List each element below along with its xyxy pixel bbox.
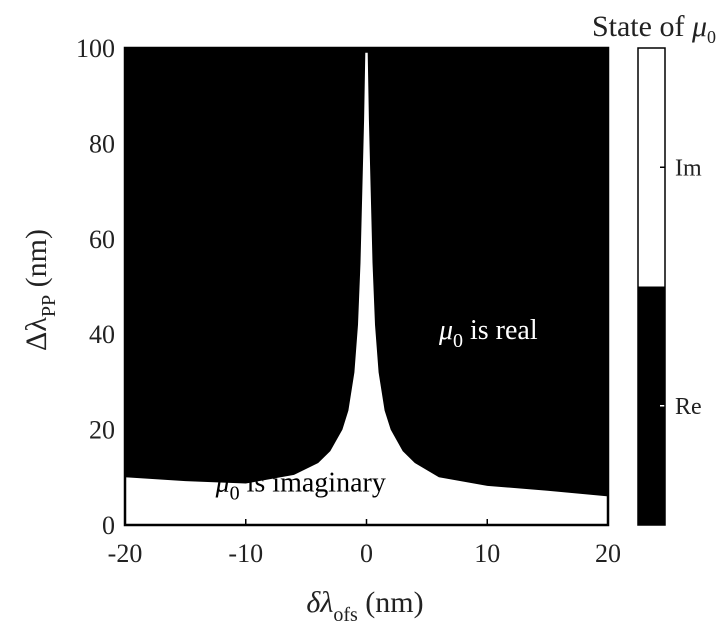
y-tick-label: 60 (89, 225, 115, 254)
y-axis-label: ΔλPP (nm) (20, 229, 60, 351)
y-tick-label: 100 (76, 34, 115, 63)
colorbar: Im Re (637, 47, 702, 526)
region-label-re: μ0 is real (438, 315, 538, 352)
y-tick-label: 40 (89, 320, 115, 349)
colorbar-label-re: Re (675, 394, 702, 420)
y-tick-label: 0 (102, 511, 115, 540)
plot-area (123, 46, 610, 527)
x-axis-label: δλofs (nm) (306, 586, 423, 625)
x-tick-label: -20 (108, 539, 143, 568)
colorbar-title: State of μ0 (592, 10, 716, 47)
colorbar-frame (637, 47, 666, 526)
x-tick-label: 0 (360, 539, 373, 568)
x-axis: -20 -10 0 10 20 (108, 519, 621, 568)
region-annotations: μ0 is real μ0 is imaginary (215, 315, 538, 505)
x-tick-label: 10 (474, 539, 500, 568)
y-axis: 0 20 40 60 80 100 (76, 34, 131, 540)
colorbar-label-im: Im (675, 155, 702, 181)
x-tick-label: -10 (228, 539, 263, 568)
y-tick-label: 20 (89, 416, 115, 445)
x-tick-label: 20 (595, 539, 621, 568)
region-label-im: μ0 is imaginary (215, 468, 386, 505)
imaginary-region (125, 52, 608, 526)
y-tick-label: 80 (89, 129, 115, 158)
